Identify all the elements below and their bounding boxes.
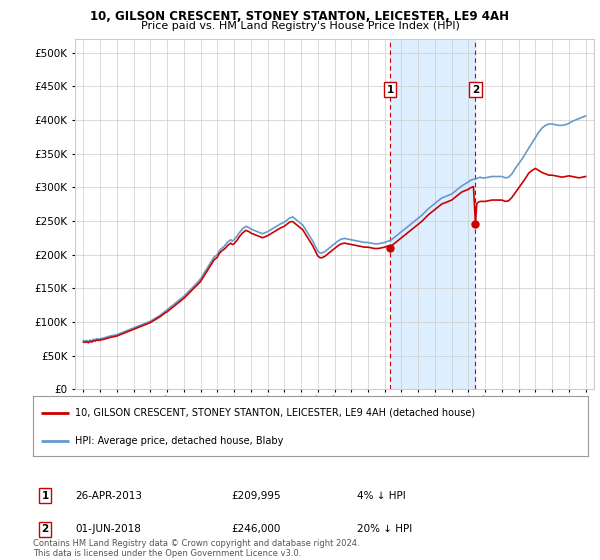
Text: 10, GILSON CRESCENT, STONEY STANTON, LEICESTER, LE9 4AH (detached house): 10, GILSON CRESCENT, STONEY STANTON, LEI…	[74, 408, 475, 418]
Text: £246,000: £246,000	[231, 524, 280, 534]
Text: Price paid vs. HM Land Registry's House Price Index (HPI): Price paid vs. HM Land Registry's House …	[140, 21, 460, 31]
Text: 1: 1	[41, 491, 49, 501]
Text: HPI: Average price, detached house, Blaby: HPI: Average price, detached house, Blab…	[74, 436, 283, 446]
Bar	[390, 39, 475, 389]
Text: 2: 2	[41, 524, 49, 534]
Text: 20% ↓ HPI: 20% ↓ HPI	[357, 524, 412, 534]
Text: 01-JUN-2018: 01-JUN-2018	[75, 524, 141, 534]
Text: 26-APR-2013: 26-APR-2013	[75, 491, 142, 501]
Text: 10, GILSON CRESCENT, STONEY STANTON, LEICESTER, LE9 4AH: 10, GILSON CRESCENT, STONEY STANTON, LEI…	[91, 10, 509, 23]
Text: 4% ↓ HPI: 4% ↓ HPI	[357, 491, 406, 501]
Text: 2: 2	[472, 85, 479, 95]
Text: £209,995: £209,995	[231, 491, 281, 501]
Text: Contains HM Land Registry data © Crown copyright and database right 2024.
This d: Contains HM Land Registry data © Crown c…	[33, 539, 359, 558]
Text: 1: 1	[386, 85, 394, 95]
